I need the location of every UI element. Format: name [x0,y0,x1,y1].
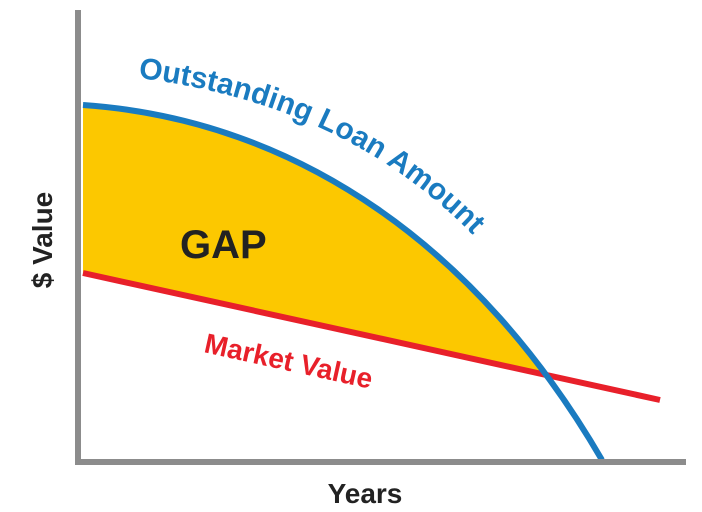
gap-label: GAP [180,223,267,267]
gap-area [83,105,602,409]
market-value-line [82,270,661,403]
x-axis-label: Years [328,478,403,509]
market-label: Market Value [202,328,376,395]
loan-curve [82,102,605,462]
y-axis-label: $ Value [27,192,58,289]
